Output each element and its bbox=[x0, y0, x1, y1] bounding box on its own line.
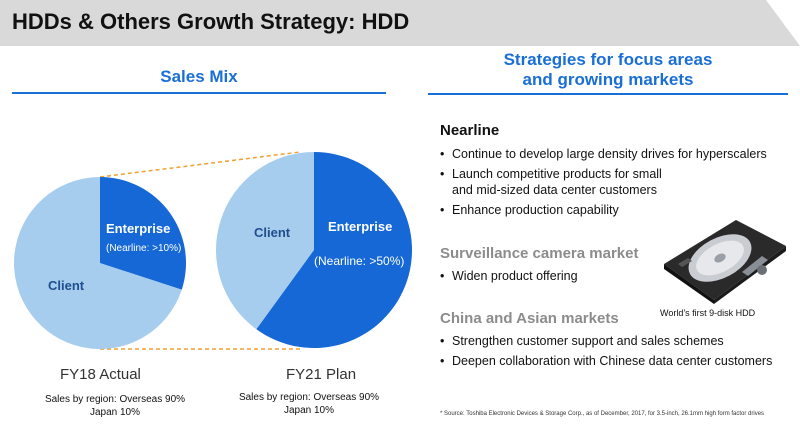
list-item: Enhance production capability bbox=[440, 202, 780, 218]
sales-mix-pie-charts bbox=[14, 151, 413, 350]
nearline-heading: Nearline bbox=[440, 122, 500, 139]
strategies-heading-line1: Strategies for focus areas bbox=[503, 50, 713, 69]
fy18-client-slice bbox=[14, 177, 182, 349]
fy18-enterprise-note: (Nearline: >10%) bbox=[106, 243, 182, 254]
hdd-product-image bbox=[664, 220, 786, 304]
title-bar: HDDs & Others Growth Strategy: HDD bbox=[0, 0, 800, 46]
fy21-region-line1: Sales by region: Overseas 90% bbox=[238, 392, 380, 403]
fy21-enterprise-slice bbox=[256, 152, 413, 348]
china-asia-bullets: Strengthen customer support and sales sc… bbox=[440, 333, 790, 373]
fy21-region-line2: Japan 10% bbox=[283, 405, 335, 416]
china-asia-heading: China and Asian markets bbox=[440, 310, 619, 327]
fy21-client-label: Client bbox=[254, 225, 291, 240]
strategies-rule bbox=[428, 93, 788, 95]
strategies-heading-line2: and growing markets bbox=[522, 70, 694, 89]
fy18-region-sales: Sales by region: Overseas 90% Japan 10% bbox=[40, 393, 190, 419]
sales-mix-heading: Sales Mix bbox=[160, 67, 238, 86]
fy21-region-sales: Sales by region: Overseas 90% Japan 10% bbox=[234, 391, 384, 417]
fy18-region-line1: Sales by region: Overseas 90% bbox=[44, 394, 186, 405]
fy21-period-label: FY21 Plan bbox=[286, 366, 357, 383]
hdd-image-caption: World’s first 9-disk HDD bbox=[660, 308, 756, 318]
nearline-bullets: Continue to develop large density drives… bbox=[440, 146, 780, 222]
list-item: Widen product offering bbox=[440, 268, 650, 284]
source-footnote: * Source: Toshiba Electronic Devices & S… bbox=[440, 411, 765, 417]
sales-mix-rule bbox=[12, 92, 386, 94]
list-item: Deepen collaboration with Chinese data c… bbox=[440, 353, 790, 369]
fy18-enterprise-slice bbox=[100, 177, 187, 290]
title-bar-corner bbox=[766, 0, 800, 46]
page-title: HDDs & Others Growth Strategy: HDD bbox=[12, 9, 410, 34]
surveillance-heading: Surveillance camera market bbox=[440, 245, 639, 262]
strategies-heading: Strategies for focus areas and growing m… bbox=[428, 50, 788, 90]
fy21-enterprise-label: Enterprise bbox=[328, 219, 393, 234]
surveillance-bullets: Widen product offering bbox=[440, 268, 650, 288]
fy21-enterprise-note: (Nearline: >50%) bbox=[314, 254, 405, 268]
fy21-client-slice bbox=[216, 152, 314, 330]
fy18-enterprise-label: Enterprise bbox=[106, 221, 171, 236]
list-item: Launch competitive products for small an… bbox=[440, 166, 670, 198]
fy18-region-line2: Japan 10% bbox=[89, 407, 141, 418]
fy18-period-label: FY18 Actual bbox=[60, 366, 141, 383]
fy18-client-label: Client bbox=[48, 278, 85, 293]
pie-connector-top bbox=[99, 151, 301, 178]
list-item: Continue to develop large density drives… bbox=[440, 146, 780, 162]
list-item: Strengthen customer support and sales sc… bbox=[440, 333, 790, 349]
